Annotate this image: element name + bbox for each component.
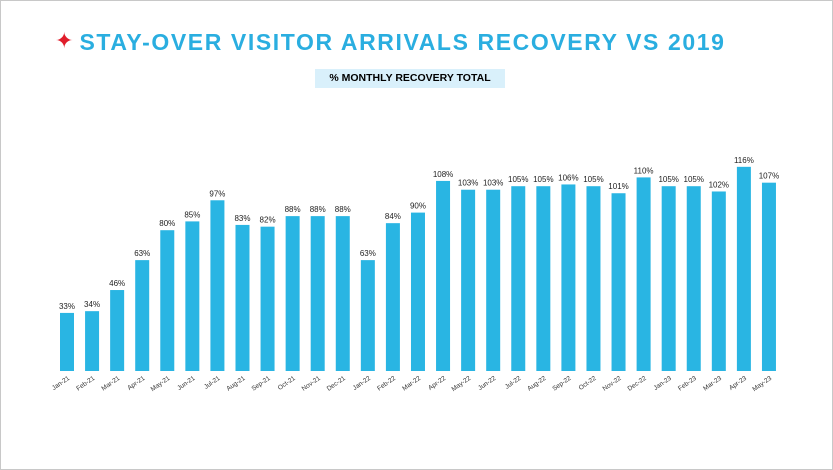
- x-tick-label-Mar-22: Mar-22: [401, 375, 422, 393]
- bar-Aug-21: [235, 224, 250, 371]
- x-tick-label-Oct-22: Oct-22: [578, 375, 598, 392]
- x-tick-label-Mar-23: Mar-23: [702, 375, 723, 393]
- bar-Sep-21: [260, 226, 275, 371]
- bar-Aug-22: [536, 186, 551, 371]
- x-tick-label-Jun-22: Jun-22: [477, 375, 498, 392]
- data-label-Jun-22: 103%: [483, 179, 503, 188]
- data-label-Apr-22: 108%: [433, 170, 453, 179]
- data-label-Dec-22: 110%: [634, 166, 654, 175]
- data-label-Feb-22: 84%: [385, 212, 401, 221]
- bar-Feb-22: [385, 223, 400, 371]
- x-tick-label-Dec-22: Dec-22: [627, 375, 648, 393]
- x-tick-label-Jul-21: Jul-21: [203, 375, 222, 391]
- bar-Nov-21: [310, 216, 325, 371]
- data-label-Sep-22: 106%: [558, 173, 578, 182]
- x-tick-label-Aug-21: Aug-21: [225, 375, 246, 393]
- bar-May-23: [761, 182, 776, 371]
- x-tick-label-May-23: May-23: [751, 375, 773, 393]
- data-label-May-21: 80%: [159, 219, 175, 228]
- data-label-Mar-23: 102%: [709, 180, 729, 189]
- bar-Mar-21: [110, 290, 125, 371]
- data-label-Aug-21: 83%: [234, 214, 250, 223]
- chart-subtitle: % MONTHLY RECOVERY TOTAL: [315, 69, 505, 88]
- data-label-Jan-23: 105%: [658, 175, 678, 184]
- bar-Apr-22: [436, 180, 451, 371]
- bar-Oct-21: [285, 216, 300, 371]
- bar-Nov-22: [611, 193, 626, 371]
- x-tick-label-Feb-22: Feb-22: [376, 375, 397, 393]
- data-label-Jan-21: 33%: [59, 302, 75, 311]
- x-tick-label-May-22: May-22: [450, 375, 472, 393]
- x-tick-label-Jan-21: Jan-21: [51, 375, 72, 392]
- x-tick-label-Oct-21: Oct-21: [277, 375, 297, 392]
- data-label-Mar-21: 46%: [109, 279, 125, 288]
- bar-Oct-22: [586, 186, 601, 371]
- bar-May-21: [160, 230, 175, 371]
- data-label-Apr-23: 116%: [734, 156, 754, 165]
- x-tick-label-Nov-22: Nov-22: [601, 375, 622, 393]
- x-tick-label-Jun-21: Jun-21: [176, 375, 197, 392]
- bar-Jan-23: [661, 186, 676, 371]
- x-tick-label-Jul-22: Jul-22: [504, 375, 523, 391]
- data-label-Mar-22: 90%: [410, 202, 426, 211]
- x-tick-label-Sep-21: Sep-21: [251, 375, 272, 393]
- data-label-May-23: 107%: [759, 172, 779, 181]
- bar-Jan-22: [360, 260, 375, 371]
- x-tick-label-Apr-22: Apr-22: [427, 375, 447, 392]
- x-tick-label-Apr-21: Apr-21: [126, 375, 146, 392]
- data-label-Feb-23: 105%: [684, 175, 704, 184]
- data-label-Nov-22: 101%: [608, 182, 628, 191]
- bar-Jun-22: [486, 189, 501, 371]
- x-tick-label-Feb-23: Feb-23: [677, 375, 698, 393]
- x-tick-label-Jan-23: Jan-23: [653, 375, 674, 392]
- data-label-Dec-21: 88%: [335, 205, 351, 214]
- bar-Jan-21: [60, 312, 74, 371]
- bar-Sep-22: [561, 184, 576, 371]
- data-label-Apr-21: 63%: [134, 249, 150, 258]
- title-row: ✦ STAY-OVER VISITOR ARRIVALS RECOVERY VS…: [55, 27, 726, 57]
- data-label-Jul-22: 105%: [508, 175, 528, 184]
- x-tick-label-May-21: May-21: [150, 375, 172, 393]
- bar-Dec-21: [335, 216, 350, 371]
- x-tick-label-Aug-22: Aug-22: [526, 375, 547, 393]
- x-tick-label-Apr-23: Apr-23: [728, 375, 748, 392]
- data-label-Oct-22: 105%: [583, 175, 603, 184]
- bar-Jun-21: [185, 221, 200, 371]
- x-tick-label-Sep-22: Sep-22: [551, 375, 572, 393]
- data-label-Jan-22: 63%: [360, 249, 376, 258]
- data-label-Oct-21: 88%: [285, 205, 301, 214]
- x-tick-label-Feb-21: Feb-21: [75, 375, 96, 393]
- bar-Feb-21: [85, 311, 100, 371]
- x-tick-label-Nov-21: Nov-21: [301, 375, 322, 393]
- bar-Mar-22: [410, 212, 425, 371]
- bar-Mar-23: [711, 191, 726, 371]
- bar-Jul-22: [511, 186, 526, 371]
- x-tick-label-Mar-21: Mar-21: [100, 375, 121, 393]
- bar-Feb-23: [686, 186, 701, 371]
- data-label-Jun-21: 85%: [184, 210, 200, 219]
- four-point-star-icon: ✦: [55, 28, 74, 53]
- data-label-May-22: 103%: [458, 179, 478, 188]
- data-label-Nov-21: 88%: [310, 205, 326, 214]
- bar-Apr-21: [135, 260, 150, 371]
- x-tick-label-Jan-22: Jan-22: [352, 375, 373, 392]
- data-label-Jul-21: 97%: [209, 189, 225, 198]
- bar-May-22: [461, 189, 476, 371]
- bar-Jul-21: [210, 200, 225, 371]
- x-tick-label-Dec-21: Dec-21: [326, 375, 347, 393]
- bar-Dec-22: [636, 177, 651, 371]
- data-label-Sep-21: 82%: [260, 216, 276, 225]
- bar-Apr-23: [736, 166, 751, 371]
- data-label-Feb-21: 34%: [84, 300, 100, 309]
- chart-title: STAY-OVER VISITOR ARRIVALS RECOVERY VS 2…: [79, 28, 726, 55]
- data-label-Aug-22: 105%: [533, 175, 553, 184]
